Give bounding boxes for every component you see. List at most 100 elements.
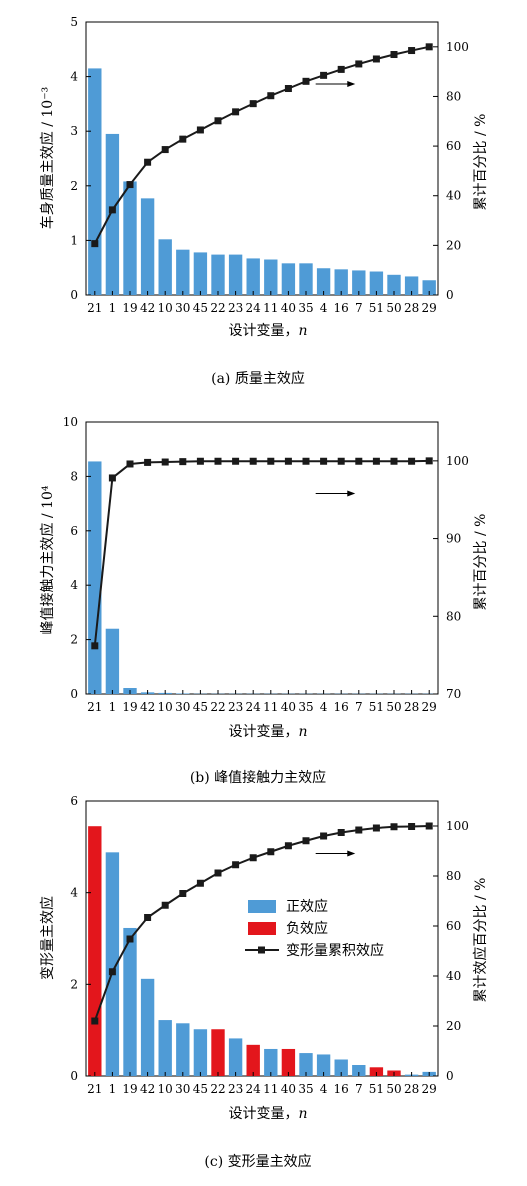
right-axis-label: 累计百分比 / % (473, 114, 489, 211)
cumulative-point (390, 823, 398, 831)
x-tick-label: 11 (263, 1082, 278, 1096)
cumulative-point (408, 457, 416, 465)
cumulative-point (355, 60, 363, 68)
x-tick-label: 35 (298, 700, 313, 714)
y-tick-label: 0 (446, 288, 454, 302)
x-tick-label: 11 (263, 700, 278, 714)
bar (281, 263, 296, 295)
right-axis-label: 累计百分比 / % (473, 514, 489, 611)
y-tick-label: 20 (446, 1019, 461, 1033)
x-tick-label: 30 (175, 1082, 190, 1096)
bar-series (88, 68, 436, 295)
x-tick-label: 11 (263, 301, 278, 315)
x-tick-label: 1 (109, 301, 117, 315)
bar (334, 269, 348, 295)
x-tick-label: 16 (334, 1082, 349, 1096)
x-tick-label: 4 (320, 700, 328, 714)
cumulative-point (144, 158, 152, 166)
x-axis-ticks: 21 1 19 42 10 30 45 22 23 24 11 40 35 4 16 7 51 50 28 29 (87, 690, 437, 714)
cumulative-point (232, 861, 240, 869)
bar (140, 198, 155, 295)
cumulative-point (214, 869, 222, 877)
arrow-head (347, 490, 356, 497)
cumulative-point (337, 457, 345, 465)
x-tick-label: 42 (140, 301, 155, 315)
cumulative-point (161, 458, 169, 466)
bar (140, 978, 155, 1076)
cumulative-point (196, 126, 204, 134)
x-tick-label: 35 (298, 301, 313, 315)
x-tick-label: 21 (87, 301, 102, 315)
y-tick-label: 80 (446, 869, 461, 883)
y-tick-label: 80 (446, 89, 461, 103)
cumulative-point (355, 457, 363, 465)
cumulative-point (144, 914, 152, 921)
y-tick-label: 2 (70, 633, 78, 647)
cumulative-point (302, 837, 310, 845)
cumulative-point (161, 146, 169, 154)
left-axis-ticks: 0 2 4 6 (70, 794, 91, 1083)
bar (123, 181, 137, 295)
x-tick-label: 1 (109, 700, 117, 714)
x-tick-label: 16 (334, 301, 349, 315)
y-tick-label: 100 (446, 40, 469, 54)
x-tick-label: 40 (281, 1082, 296, 1096)
left-axis-label: 变形量主效应 (39, 896, 56, 980)
x-tick-label: 30 (175, 700, 190, 714)
right-axis-ticks: 0 20 40 60 80 100 (433, 40, 469, 302)
cumulative-point (267, 848, 275, 856)
bar (246, 1044, 260, 1076)
legend-label-cumulative: 变形量累积效应 (286, 942, 384, 959)
bar-series (88, 461, 436, 694)
bar (193, 252, 208, 295)
bar (352, 1065, 366, 1076)
bar (299, 1053, 313, 1076)
x-tick-label: 40 (281, 700, 296, 714)
bar (316, 1054, 331, 1076)
bar (264, 259, 278, 295)
cumulative-point (390, 51, 398, 59)
cumulative-point (232, 457, 240, 465)
x-tick-label: 40 (281, 301, 296, 315)
arrow-head (347, 850, 356, 857)
legend-swatch-negative (248, 922, 276, 935)
x-tick-label: 29 (422, 700, 437, 714)
cumulative-point (337, 65, 345, 73)
x-tick-label: 45 (193, 301, 208, 315)
bar (299, 263, 313, 295)
x-tick-label: 50 (386, 301, 401, 315)
bar (369, 1067, 384, 1076)
bar (228, 1038, 243, 1076)
x-tick-label: 28 (404, 700, 419, 714)
y-tick-label: 0 (446, 1069, 454, 1083)
plot-frame (85, 421, 439, 695)
right-arrow-icon (315, 490, 356, 497)
x-axis-ticks: 21 1 19 42 10 30 45 22 23 24 11 40 35 4 16 7 51 50 28 29 (87, 291, 437, 315)
x-tick-label: 19 (122, 1082, 137, 1096)
x-tick-label: 30 (175, 301, 190, 315)
y-tick-label: 80 (446, 609, 461, 623)
x-tick-label: 4 (320, 301, 328, 315)
left-axis-label: 车身质量主效应 / 10⁻³ (39, 87, 56, 229)
y-tick-label: 2 (70, 977, 78, 991)
bar (246, 258, 260, 295)
y-tick-label: 90 (446, 532, 461, 546)
chart-caption: (b) 峰值接触力主效应 (190, 769, 326, 786)
cumulative-point (425, 457, 433, 465)
x-tick-label: 22 (210, 700, 225, 714)
x-tick-label: 24 (246, 1082, 262, 1096)
y-tick-label: 0 (70, 1069, 78, 1083)
x-tick-label: 23 (228, 700, 243, 714)
x-tick-label: 4 (320, 1082, 328, 1096)
y-tick-label: 70 (446, 687, 461, 701)
y-tick-label: 1 (70, 233, 78, 247)
bar (88, 461, 102, 694)
bar (105, 852, 120, 1076)
bar (404, 276, 419, 295)
x-tick-label: 28 (404, 1082, 419, 1096)
x-tick-label: 21 (87, 1082, 102, 1096)
legend: 正效应 负效应 变形量累积效应 (245, 898, 384, 959)
